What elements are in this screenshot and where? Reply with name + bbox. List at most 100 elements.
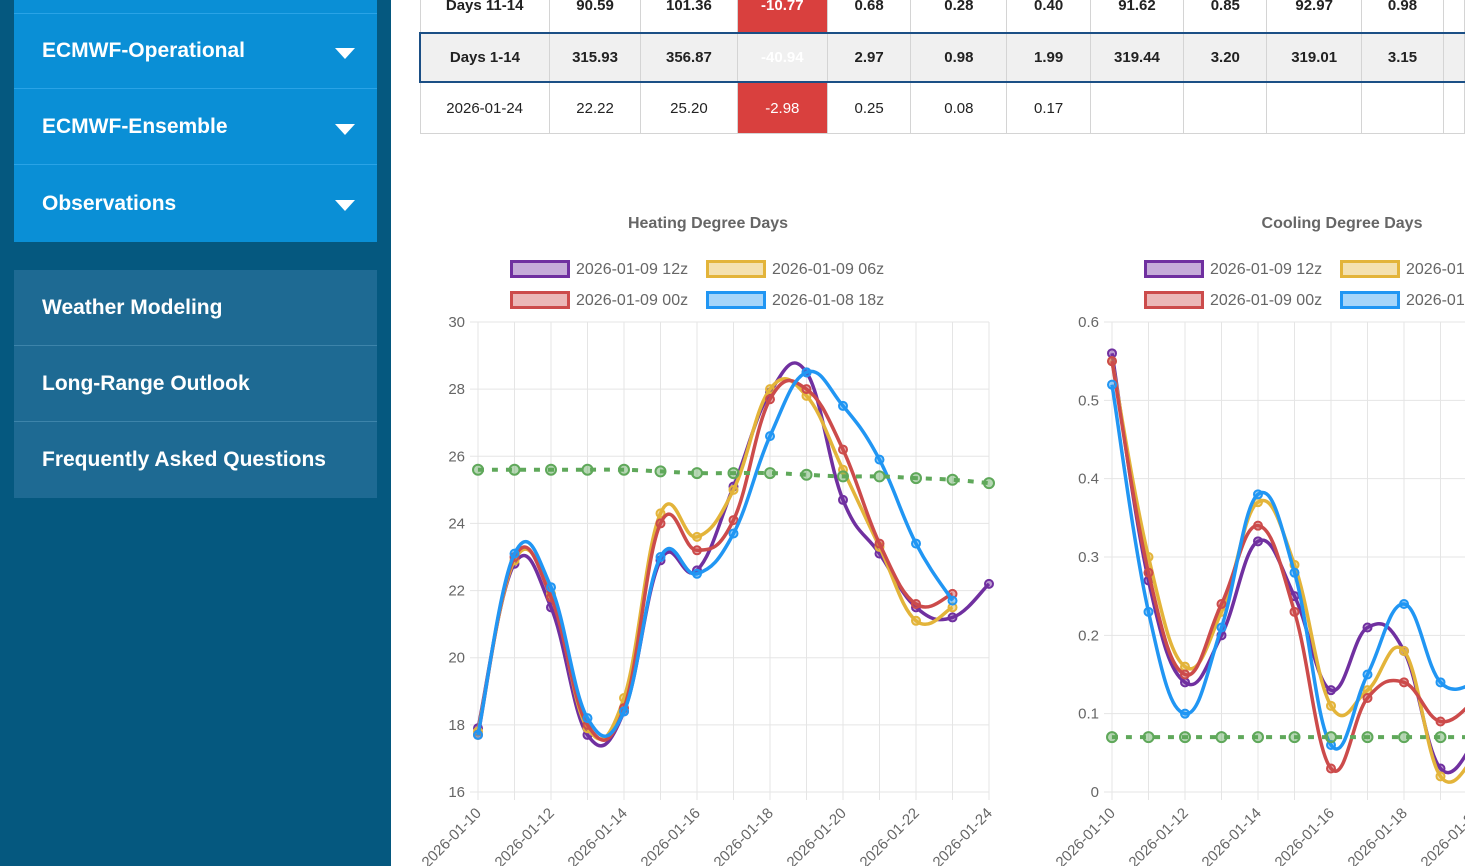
table-cell xyxy=(1360,81,1445,134)
table-cell: 0.25 xyxy=(826,81,912,134)
series-line xyxy=(1110,353,1465,774)
data-point xyxy=(545,463,557,476)
data-point xyxy=(1180,661,1190,672)
table-cell: 319.44 xyxy=(1089,32,1185,83)
series-line xyxy=(476,369,954,738)
data-point xyxy=(947,602,958,613)
chevron-down-icon[interactable] xyxy=(335,200,355,211)
legend-label: 2026-01-09 00z xyxy=(576,292,688,309)
menu-item-ecmwf-operational[interactable]: ECMWF-Operational xyxy=(14,14,377,89)
table-cell: 0.98 xyxy=(1360,0,1445,34)
table-row: Days 11-14 90.59 101.36 -10.77 0.68 0.28… xyxy=(419,0,1465,34)
y-tick-label: 0.5 xyxy=(1078,392,1099,409)
data-point xyxy=(801,390,812,401)
table-row: 2026-01-24 22.22 25.20 -2.98 0.25 0.08 0… xyxy=(419,81,1465,134)
data-point xyxy=(1362,622,1373,633)
menu-item-observations[interactable]: Observations xyxy=(14,166,377,241)
y-tick-label: 28 xyxy=(448,381,465,398)
table-cell: 356.87 xyxy=(640,32,738,83)
data-point xyxy=(692,568,702,579)
x-tick-label: 2026-01-10 xyxy=(1053,805,1119,866)
menu-item-ecmwf-ensemble[interactable]: ECMWF-Ensemble xyxy=(14,90,377,165)
menu-item-label: Long-Range Outlook xyxy=(42,371,250,395)
data-point xyxy=(838,400,848,411)
data-point xyxy=(765,431,775,442)
table-cell: 90.59 xyxy=(548,0,642,34)
data-point xyxy=(765,394,775,405)
x-tick-label: 2026-01-12 xyxy=(1126,805,1192,866)
row-label: Days 11-14 xyxy=(419,0,550,34)
y-tick-label: 0.4 xyxy=(1078,471,1099,488)
data-point xyxy=(1398,731,1410,744)
data-point xyxy=(1107,348,1117,359)
data-point xyxy=(1435,677,1446,688)
table-cell-negative: -2.98 xyxy=(736,81,829,134)
chevron-down-icon[interactable] xyxy=(335,48,355,59)
data-point xyxy=(1252,731,1264,744)
legend-swatch xyxy=(706,291,766,309)
x-tick-label: 2026-01-14 xyxy=(565,805,631,866)
data-point xyxy=(1107,356,1117,367)
legend-label: 2026-01-09 06z xyxy=(1406,261,1465,278)
data-point xyxy=(1180,708,1190,719)
data-point xyxy=(728,528,739,539)
data-point xyxy=(546,582,556,593)
menu-item-label: ECMWF-Ensemble xyxy=(42,115,228,138)
table-cell: 2.97 xyxy=(826,32,912,83)
data-point xyxy=(1253,536,1263,547)
data-point xyxy=(1180,677,1190,688)
table-cell: 22.22 xyxy=(548,81,642,134)
y-tick-label: 0 xyxy=(1091,784,1099,801)
data-point xyxy=(692,531,702,542)
x-tick-label: 2026-01-20 xyxy=(784,805,850,866)
y-tick-label: 22 xyxy=(448,583,465,600)
table-cell xyxy=(1443,0,1465,34)
legend-swatch xyxy=(1144,260,1204,278)
data-point xyxy=(1143,567,1154,578)
data-point xyxy=(655,508,666,519)
legend-swatch xyxy=(706,260,766,278)
y-tick-label: 0.2 xyxy=(1078,627,1099,644)
data-point xyxy=(838,494,848,505)
data-point xyxy=(1215,731,1228,744)
data-point xyxy=(1216,622,1227,633)
menu-item-long-range-outlook[interactable]: Long-Range Outlook xyxy=(14,346,377,422)
data-point xyxy=(581,463,594,476)
table-cell-negative: -40.94 xyxy=(736,32,829,83)
data-point xyxy=(1326,740,1336,750)
x-tick-label: 2026-01-20 xyxy=(1418,805,1465,866)
data-point xyxy=(472,463,484,476)
legend-swatch xyxy=(510,291,570,309)
table-cell: 91.62 xyxy=(1089,0,1185,34)
data-point xyxy=(691,467,703,480)
series-line xyxy=(1110,360,1465,773)
data-point xyxy=(654,465,667,478)
legend-swatch xyxy=(1340,291,1400,309)
data-point xyxy=(728,515,739,526)
legend-label: 2026-01-09 06z xyxy=(772,261,884,278)
table-cell: 0.28 xyxy=(910,0,1008,34)
menu-item-weather-modeling[interactable]: Weather Modeling xyxy=(14,270,377,346)
table-cell: 0.17 xyxy=(1006,81,1091,134)
menu-item-partial[interactable] xyxy=(14,0,377,14)
cdd-chart: Cooling Degree Days 2026-01-09 12z 2026-01… xyxy=(1053,215,1465,866)
data-point xyxy=(1106,731,1118,744)
data-point xyxy=(1326,700,1336,711)
data-point xyxy=(473,729,483,740)
data-point xyxy=(1362,693,1373,703)
data-point xyxy=(508,463,521,476)
degree-days-table: Days 11-14 90.59 101.36 -10.77 0.68 0.28… xyxy=(418,0,1465,134)
table-cell: 0.85 xyxy=(1183,0,1268,34)
y-tick-label: 16 xyxy=(448,784,465,801)
table-cell: 0.40 xyxy=(1006,0,1091,34)
menu-item-faq[interactable]: Frequently Asked Questions xyxy=(14,422,377,498)
chevron-down-icon[interactable] xyxy=(335,124,355,135)
data-point xyxy=(1142,731,1155,744)
data-point xyxy=(1399,677,1409,688)
data-point xyxy=(509,548,520,559)
x-tick-label: 2026-01-18 xyxy=(1345,805,1411,866)
x-tick-label: 2026-01-10 xyxy=(419,805,485,866)
model-menu: ECMWF-Operational ECMWF-Ensemble Observa… xyxy=(14,0,377,242)
data-point xyxy=(911,538,921,549)
data-point xyxy=(837,470,849,483)
